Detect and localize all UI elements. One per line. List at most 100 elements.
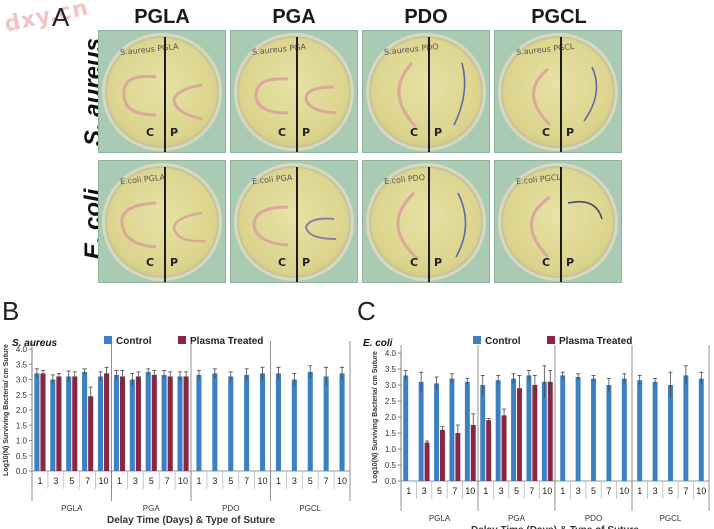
x-axis-title: Delay Time (Days) & Type of Suture [471,525,639,529]
petri-dish: S.aureus PGCL C P [498,33,618,152]
bar-control [339,373,345,471]
divider-line [560,37,562,152]
divider-line [428,167,430,282]
x-tick-label: 7 [244,476,249,486]
bar-control [145,371,151,471]
petri-dish: S.aureus PDO C P [366,33,486,152]
bar-plasma [440,429,445,481]
legend-label-plasma: Plasma Treated [559,336,632,347]
y-axis-title: Log10(N) Surviving Bacteria/ cm Suture [372,351,379,483]
x-tick-label: 3 [133,476,138,486]
petri-dish: S.aureus PGLA C P [102,33,222,152]
x-tick-label: 5 [437,486,442,496]
plate-s-aureus-pdo: S.aureus PDO C P [362,30,490,153]
petri-dish: S.aureus PGA C P [234,33,354,152]
petri-dish: E.coli PGCL C P [498,163,618,282]
y-tick-label: 4.0 [385,349,397,358]
chart-c: C E. coli Control Plasma Treated 0.0 0.5 1.0 1.… [357,296,710,529]
bar-plasma [424,442,430,481]
x-axis-title: Delay Time (Days) & Type of Suture [107,515,275,526]
divider-line [296,37,298,152]
x-tick-label: 5 [228,476,233,486]
bar-control [621,378,627,481]
label-plasma-side: P [170,256,179,269]
bar-plasma [470,425,476,481]
group-label: PGA [143,504,161,513]
x-tick-label: 10 [465,486,475,496]
bar-control [495,380,501,481]
x-tick-label: 7 [529,486,534,496]
label-control-side: C [146,256,155,269]
label-control-side: C [278,126,287,139]
bar-plasma [547,381,553,481]
bar-control [177,376,183,471]
bar-control [228,376,234,471]
x-tick-label: 10 [258,476,268,486]
group-label: PGLA [61,504,83,513]
label-control-side: C [542,256,551,269]
label-plasma-side: P [302,256,311,269]
x-tick-label: 10 [542,486,552,496]
x-tick-label: 3 [499,486,504,496]
bar-control [82,371,88,471]
x-tick-label: 1 [196,476,201,486]
x-tick-label: 1 [483,486,488,496]
bar-control [66,376,72,471]
x-tick-label: 1 [37,476,42,486]
bar-control [541,381,547,481]
y-axis-title: Log10(N) Surviving Bacteria/ cm Suture [3,344,10,476]
divider-line [164,167,166,282]
bar-control [637,380,643,481]
x-tick-label: 5 [69,476,74,486]
x-tick-label: 1 [637,486,642,496]
bar-control [511,378,516,481]
y-tick-label: 1.0 [16,437,28,446]
group-label: PGLA [429,514,451,523]
x-tick-label: 7 [606,486,611,496]
bar-control [34,373,40,471]
label-plasma-side: P [434,126,443,139]
bar-control [323,376,329,471]
legend-swatch-plasma [178,336,186,344]
bar-plasma [119,376,126,471]
y-tick-label: 2.0 [385,413,397,422]
x-tick-label: 3 [422,486,427,496]
y-tick-label: 2.0 [16,406,28,415]
divider-line [560,167,562,282]
label-control-side: C [278,256,287,269]
y-tick-label: 4.0 [16,345,28,354]
bar-control [275,373,281,471]
bar-control [97,376,104,471]
x-tick-label: 10 [178,476,188,486]
plate-s-aureus-pgcl: S.aureus PGCL C P [494,30,622,153]
x-tick-label: 5 [514,486,519,496]
x-tick-label: 3 [653,486,658,496]
y-tick-label: 2.5 [385,397,397,406]
bar-control [418,381,424,481]
bar-control [260,373,266,471]
x-tick-label: 5 [668,486,673,496]
group-label: PDO [222,504,239,513]
bar-control [591,378,596,481]
y-tick-label: 0.5 [16,452,28,461]
organism-label: S. aureus [12,338,57,349]
divider-line [296,167,298,282]
petri-dish: E.coli PGLA C P [102,163,222,282]
x-tick-label: 7 [324,476,329,486]
x-tick-label: 1 [560,486,565,496]
y-tick-label: 0.0 [16,467,28,476]
legend-swatch-control [473,336,481,344]
bar-control [480,385,486,481]
bar-control [244,374,250,471]
x-tick-label: 5 [308,476,313,486]
bar-control [196,374,202,471]
legend-swatch-control [104,336,112,344]
bar-plasma [501,415,507,481]
bar-control [291,379,297,471]
suture-drawing [397,61,466,129]
bar-plasma [167,376,173,471]
bar-control [683,375,689,481]
bar-control [403,375,409,481]
col-header-pdo: PDO [404,6,448,28]
bar-control [526,375,532,481]
